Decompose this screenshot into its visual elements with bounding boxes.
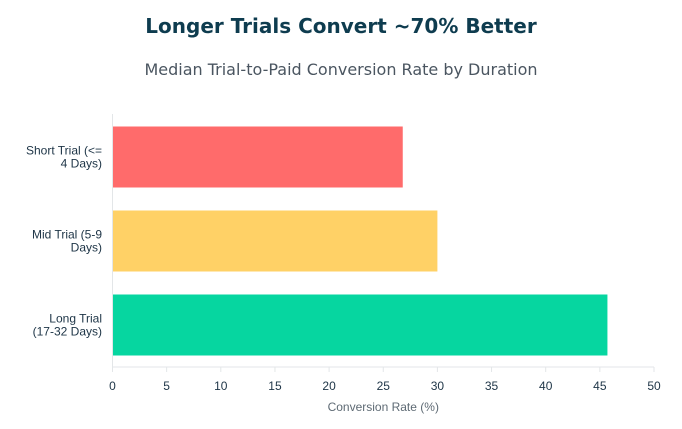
x-tick-label: 5: [163, 379, 170, 393]
x-tick-label: 50: [647, 379, 661, 393]
bars-group: [112, 126, 608, 356]
bar-2: [112, 210, 438, 272]
chart-subtitle: Median Trial-to-Paid Conversion Rate by …: [144, 60, 538, 79]
x-tick-label: 35: [485, 379, 499, 393]
x-axis-ticks: 0 5 10 15 20 25 30 35 40 45 50: [109, 367, 661, 393]
category-label-1: Short Trial (<= 4 Days): [26, 144, 102, 171]
x-tick-label: 10: [214, 379, 228, 393]
x-tick-label: 40: [539, 379, 553, 393]
bar-1: [112, 126, 403, 188]
x-tick-label: 0: [109, 379, 116, 393]
category-labels: Short Trial (<= 4 Days) Mid Trial (5-9 Days…: [26, 144, 102, 339]
x-tick-label: 25: [377, 379, 391, 393]
x-tick-label: 45: [593, 379, 607, 393]
category-label-3: Long Trial (17-32 Days): [33, 312, 102, 339]
x-axis-title: Conversion Rate (%): [328, 400, 439, 414]
x-tick-label: 30: [431, 379, 445, 393]
bar-3: [112, 294, 608, 356]
x-tick-label: 15: [268, 379, 282, 393]
chart-title: Longer Trials Convert ~70% Better: [145, 14, 537, 38]
x-tick-label: 20: [322, 379, 336, 393]
category-label-2: Mid Trial (5-9 Days): [32, 228, 102, 255]
